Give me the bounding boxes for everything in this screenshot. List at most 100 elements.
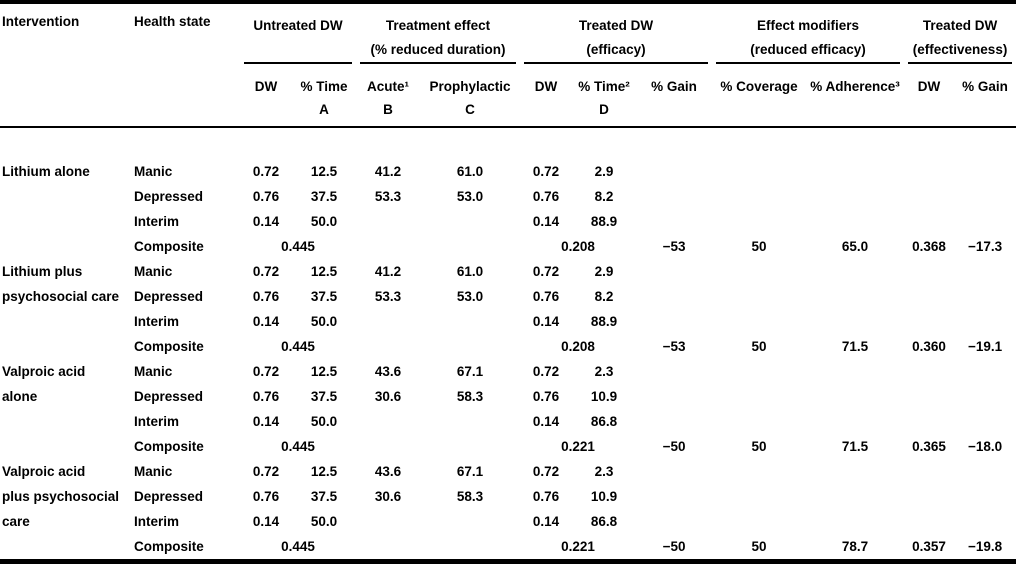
cell-health-state: Manic — [134, 264, 173, 279]
cell-pct-time-d: 86.8 — [590, 514, 618, 529]
cell-dw-efficacy: 0.76 — [532, 189, 560, 204]
cell-pct-adherence — [806, 259, 904, 284]
cell-pct-gain-effectiveness — [954, 484, 1016, 509]
cell-pct-gain-efficacy — [636, 209, 712, 234]
cell-pct-gain-effectiveness: −19.1 — [967, 339, 1003, 354]
cell-intervention: Lithium plus — [2, 264, 83, 279]
cell-dw-effectiveness: 0.357 — [912, 539, 946, 554]
subcol-label: Acute¹ — [367, 79, 410, 94]
cell-dw-untreated: 0.72 — [252, 364, 280, 379]
cell-pct-time-d: 2.9 — [594, 264, 614, 279]
cell-composite-efficacy-dw: 0.208 — [561, 239, 595, 254]
table-row: Interim 0.14 50.0 0.14 86.8 — [0, 409, 1016, 434]
cell-pct-gain-effectiveness — [954, 259, 1016, 284]
cell-pct-gain-effectiveness: −17.3 — [967, 239, 1003, 254]
cell-pct-coverage — [712, 484, 806, 509]
cell-health-state: Manic — [134, 164, 173, 179]
cell-dw-efficacy: 0.72 — [532, 264, 560, 279]
cell-pct-adherence — [806, 184, 904, 209]
cell-pct-adherence — [806, 384, 904, 409]
subcol-letter — [806, 98, 904, 122]
subcol-label: DW — [254, 79, 278, 94]
cell-pct-time-d: 2.9 — [594, 164, 614, 179]
column-header-intervention: Intervention — [0, 2, 132, 128]
cell-pct-time-a: 37.5 — [310, 389, 338, 404]
cell-pct-coverage — [712, 284, 806, 309]
subcol-label: Prophylactic — [429, 79, 511, 94]
cell-prophylactic-c: 61.0 — [456, 164, 484, 179]
cell-dw-efficacy: 0.72 — [532, 164, 560, 179]
cell-pct-time-a: 37.5 — [310, 489, 338, 504]
cell-pct-gain-efficacy: −50 — [662, 539, 686, 554]
cell-dw-effectiveness: 0.368 — [912, 239, 946, 254]
cell-health-state: Interim — [134, 514, 180, 529]
cell-pct-coverage — [712, 459, 806, 484]
cell-intervention — [0, 434, 132, 459]
cell-pct-coverage — [712, 409, 806, 434]
cell-pct-coverage — [712, 384, 806, 409]
cell-intervention — [0, 234, 132, 259]
cell-pct-gain-efficacy: −53 — [662, 239, 686, 254]
cell-pct-adherence — [806, 409, 904, 434]
cell-composite-untreated-dw: 0.445 — [281, 339, 315, 354]
subcol-header-pct-time-d: % Time² D — [572, 64, 637, 128]
cell-prophylactic-c — [420, 509, 520, 534]
group-label-line1: Treated DW — [922, 18, 998, 33]
cell-prophylactic-c — [420, 409, 520, 434]
subcol-label: DW — [534, 79, 558, 94]
cell-acute-b: 41.2 — [374, 164, 402, 179]
cell-pct-time-a: 12.5 — [310, 264, 338, 279]
cell-pct-adherence — [806, 209, 904, 234]
cell-acute-b — [356, 434, 420, 459]
cell-pct-coverage — [712, 184, 806, 209]
subcol-label: % Adherence³ — [810, 79, 900, 94]
table-row: Composite 0.445 0.221 −50 50 78.7 0.357 −19.8 — [0, 534, 1016, 562]
cell-pct-gain-effectiveness: −19.8 — [967, 539, 1003, 554]
cell-intervention — [0, 309, 132, 334]
cell-pct-gain-efficacy — [636, 459, 712, 484]
group-header-row: Intervention Health state Untreated DW T… — [0, 2, 1016, 128]
cell-health-state: Interim — [134, 214, 180, 229]
cell-pct-gain-effectiveness — [954, 284, 1016, 309]
subcol-header-pct-gain-efficacy: % Gain — [636, 64, 713, 128]
cell-health-state: Depressed — [134, 489, 204, 504]
group-header-treatment-effect: Treatment effect (% reduced duration) — [356, 2, 520, 64]
table-row: Composite 0.445 0.221 −50 50 71.5 0.365 −18.0 — [0, 434, 1016, 459]
cell-dw-effectiveness — [904, 309, 954, 334]
cell-pct-time-d: 88.9 — [590, 314, 618, 329]
group-label-line1: Treated DW — [578, 18, 654, 33]
cell-pct-gain-efficacy — [636, 384, 712, 409]
cell-intervention — [0, 209, 132, 234]
cell-composite-efficacy-dw: 0.221 — [561, 439, 595, 454]
cell-dw-untreated: 0.72 — [252, 264, 280, 279]
group-label-line2 — [244, 38, 352, 62]
cell-pct-adherence — [806, 359, 904, 384]
cell-dw-efficacy: 0.14 — [532, 314, 560, 329]
subcol-letter — [636, 98, 712, 122]
cell-pct-gain-effectiveness — [954, 184, 1016, 209]
cell-pct-time-a: 37.5 — [310, 189, 338, 204]
cell-pct-time-a: 12.5 — [310, 164, 338, 179]
subcol-header-dw-efficacy: DW — [520, 64, 573, 128]
cell-prophylactic-c: 53.0 — [456, 289, 484, 304]
cell-dw-efficacy: 0.72 — [532, 364, 560, 379]
cell-acute-b — [356, 209, 420, 234]
subcol-header-dw-untreated: DW — [240, 64, 292, 128]
cell-pct-time-a: 50.0 — [310, 414, 338, 429]
table-row: Depressed 0.76 37.5 53.3 53.0 0.76 8.2 — [0, 184, 1016, 209]
cell-prophylactic-c: 58.3 — [456, 489, 484, 504]
cell-pct-time-a: 50.0 — [310, 214, 338, 229]
cell-composite-untreated-dw: 0.445 — [281, 539, 315, 554]
cell-health-state: Composite — [134, 539, 204, 554]
cell-pct-gain-effectiveness — [954, 409, 1016, 434]
subcol-letter — [954, 98, 1016, 122]
cell-pct-gain-effectiveness — [954, 459, 1016, 484]
cell-intervention: plus psychosocial — [2, 489, 120, 504]
cell-dw-efficacy: 0.72 — [532, 464, 560, 479]
cell-acute-b: 41.2 — [374, 264, 402, 279]
cell-intervention — [0, 334, 132, 359]
cell-pct-gain-effectiveness: −18.0 — [967, 439, 1003, 454]
cell-pct-time-a: 50.0 — [310, 514, 338, 529]
cell-health-state: Manic — [134, 464, 173, 479]
cell-pct-adherence — [806, 284, 904, 309]
